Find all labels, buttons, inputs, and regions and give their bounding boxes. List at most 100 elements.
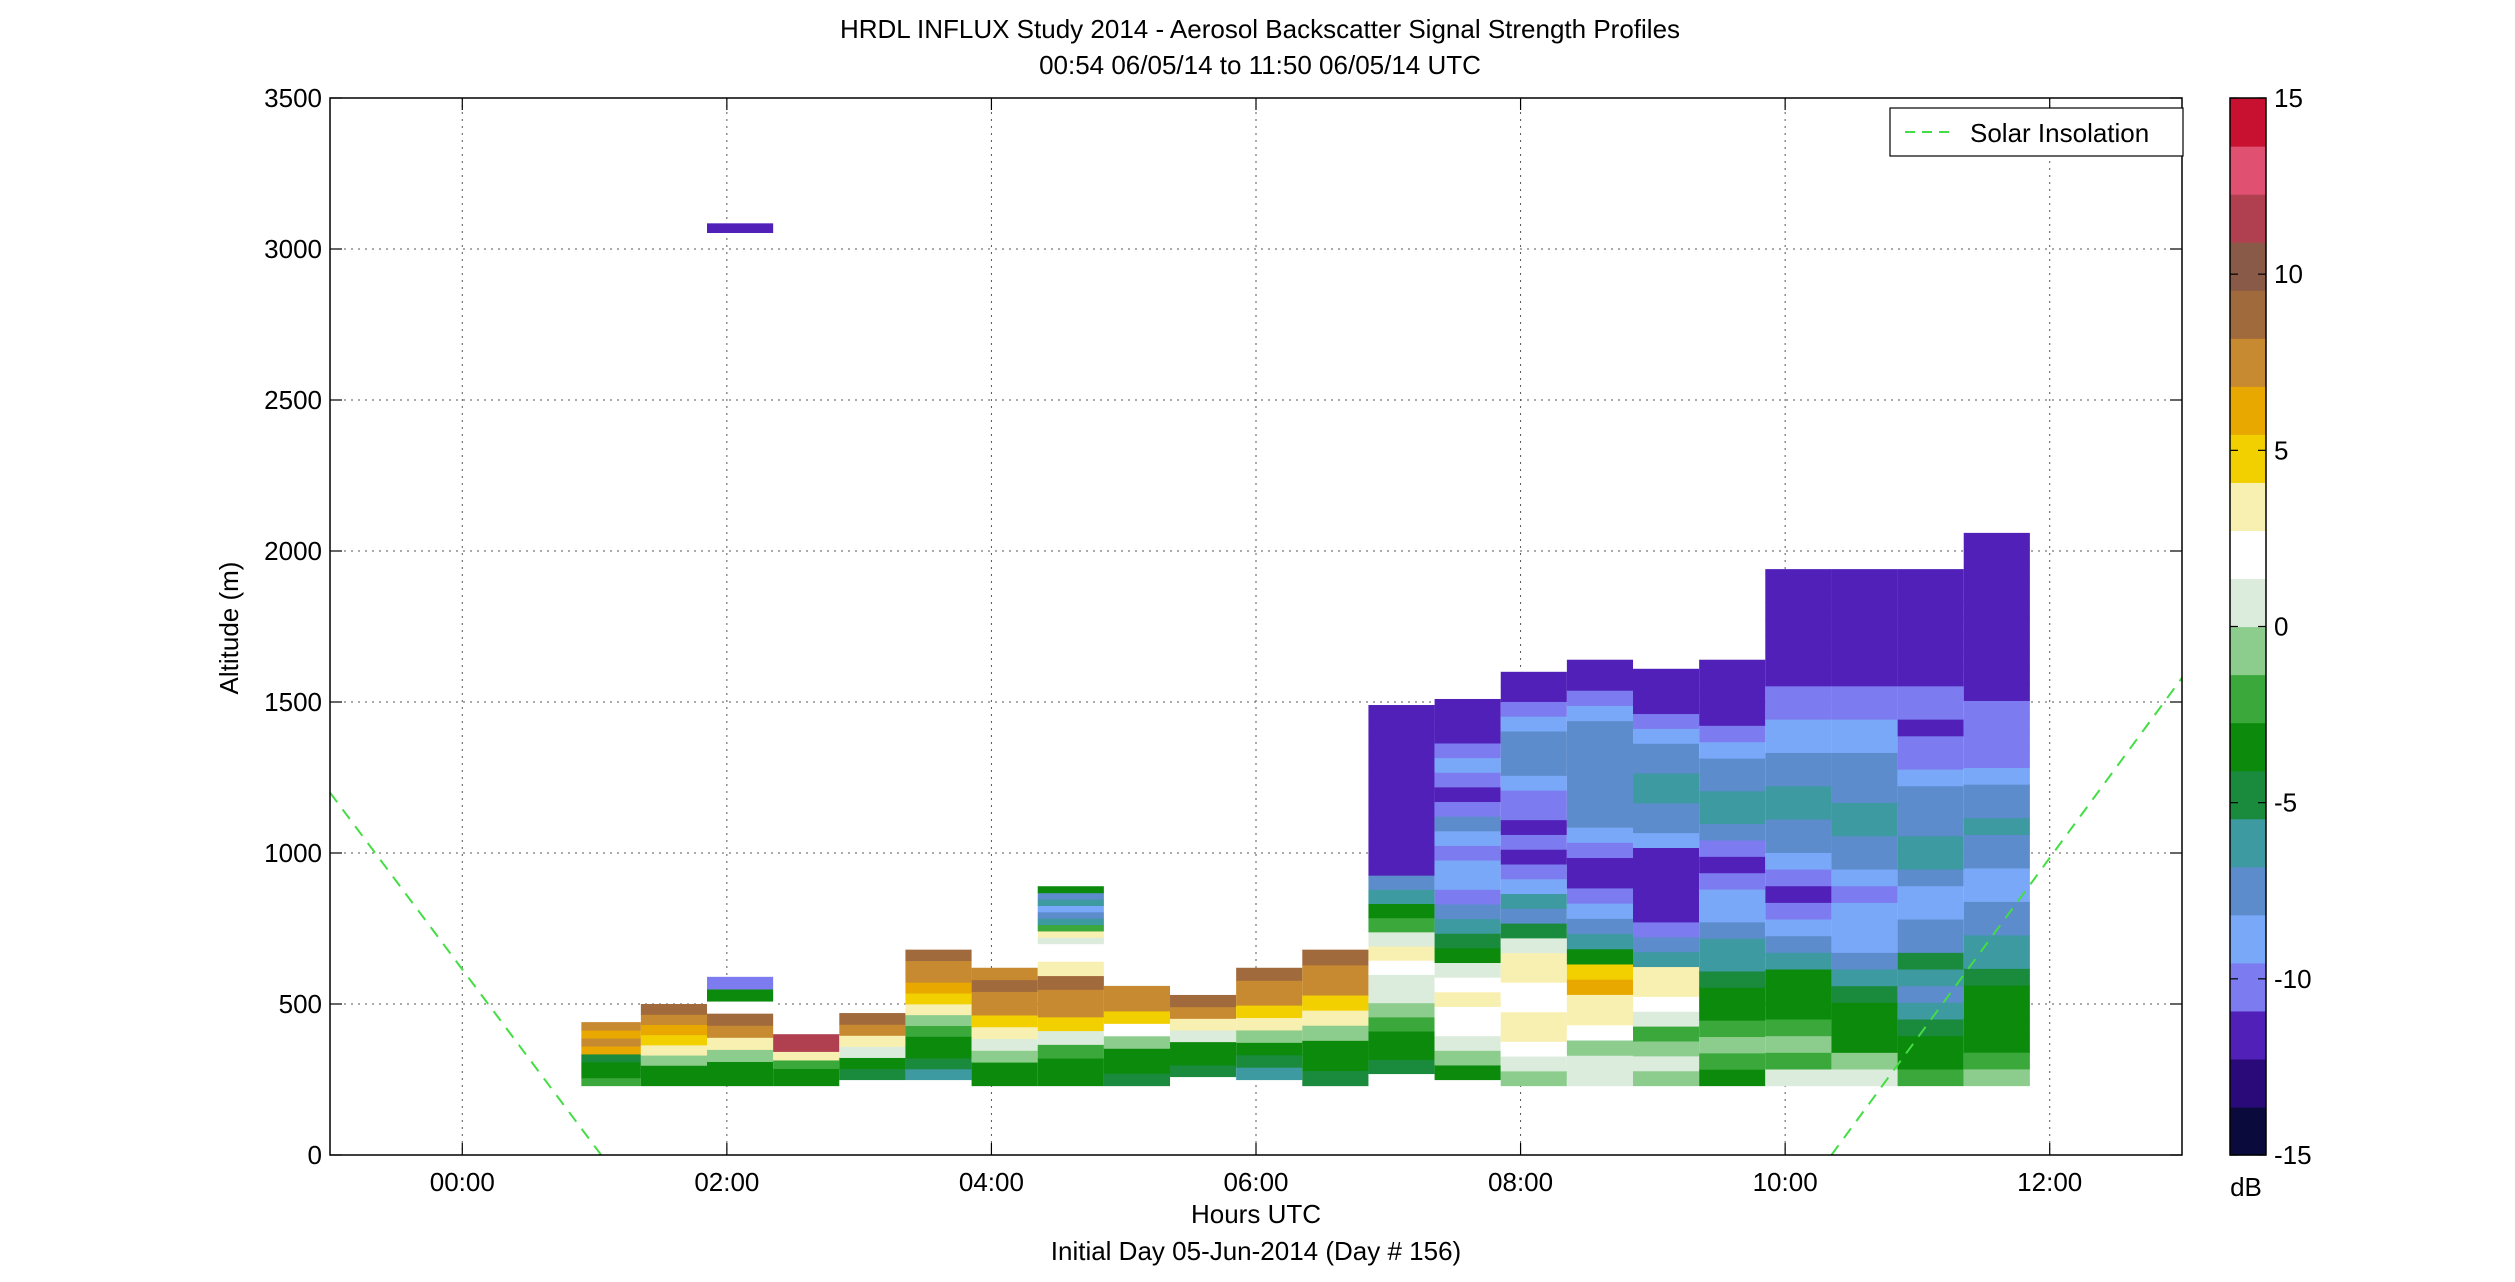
heatmap-cell	[1831, 852, 1898, 870]
colorbar-tick-label: 0	[2274, 612, 2288, 642]
y-tick-label: 0	[308, 1140, 322, 1170]
x-tick-label: 06:00	[1223, 1167, 1288, 1197]
heatmap-cell	[1897, 868, 1964, 887]
legend[interactable]: Solar Insolation	[1889, 107, 2184, 157]
heatmap-cell	[707, 1000, 774, 1014]
heatmap-cell	[1170, 1006, 1237, 1019]
heatmap-cell	[1897, 852, 1964, 870]
heatmap-cell	[1500, 908, 1567, 924]
heatmap-cell	[839, 1024, 906, 1036]
heatmap-cell	[1037, 1030, 1104, 1045]
heatmap-cell	[1963, 733, 2030, 752]
heatmap-cell	[1831, 585, 1898, 604]
heatmap-cell	[1633, 921, 1700, 938]
y-tick-label: 3500	[264, 83, 322, 113]
heatmap-cell	[1963, 650, 2030, 668]
colorbar-swatch	[2230, 1058, 2266, 1108]
heatmap-cell	[1633, 981, 1700, 997]
heatmap-cell	[1963, 1035, 2030, 1053]
heatmap-cell	[1765, 1052, 1832, 1070]
y-tick-label: 2500	[264, 385, 322, 415]
heatmap-cell	[1170, 1041, 1237, 1054]
heatmap-cell	[1963, 867, 2030, 886]
heatmap-cell	[1897, 885, 1964, 903]
heatmap-cell	[773, 1059, 840, 1070]
heatmap-cell	[1500, 819, 1567, 835]
heatmap-cell	[1897, 902, 1964, 920]
heatmap-cell	[1633, 802, 1700, 819]
heatmap-cell	[971, 1050, 1038, 1063]
colorbar-swatch	[2230, 818, 2266, 868]
heatmap-cell	[1633, 966, 1700, 982]
heatmap-cell	[1037, 961, 1104, 977]
heatmap-cell	[1633, 787, 1700, 804]
heatmap-cell	[1699, 1003, 1766, 1021]
heatmap-cell	[1963, 951, 2030, 969]
heatmap-cell	[1368, 960, 1435, 975]
heatmap-cell	[1963, 666, 2030, 685]
heatmap-cell	[1037, 975, 1104, 990]
heatmap-cell	[1368, 733, 1435, 749]
x-tick-label: 08:00	[1488, 1167, 1553, 1197]
heatmap-cell	[1302, 1040, 1369, 1056]
heatmap-cell	[1699, 774, 1766, 792]
colorbar-swatch	[2230, 722, 2266, 772]
heatmap-cell	[1963, 851, 2030, 869]
colorbar-tick-label: -10	[2274, 964, 2312, 994]
heatmap-cell	[1633, 728, 1700, 744]
heatmap-cell	[1699, 757, 1766, 775]
x-tick-label: 12:00	[2017, 1167, 2082, 1197]
heatmap-cell	[1765, 918, 1832, 937]
heatmap-cell	[1103, 1010, 1171, 1024]
heatmap-cell	[640, 1065, 708, 1076]
heatmap-cell	[1765, 819, 1832, 837]
heatmap-cell	[1500, 671, 1567, 688]
heatmap-cell	[971, 991, 1038, 1004]
heatmap-cell	[1765, 685, 1832, 703]
heatmap-cell	[581, 1037, 641, 1047]
heatmap-cell	[1633, 743, 1700, 759]
heatmap-cell	[1633, 877, 1700, 893]
heatmap-cell	[1500, 967, 1567, 983]
heatmap-cell	[707, 1013, 774, 1026]
heatmap-cell	[1037, 1044, 1104, 1059]
heatmap-cell	[1831, 752, 1898, 770]
heatmap-cell	[1765, 702, 1832, 720]
heatmap-cell	[1434, 1064, 1501, 1081]
heatmap-cell	[1236, 967, 1303, 981]
heatmap-cell	[1897, 702, 1964, 720]
heatmap-cell	[1500, 1041, 1567, 1057]
heatmap-cell	[1368, 790, 1435, 805]
heatmap-cell	[1434, 845, 1501, 861]
heatmap-cell	[1831, 935, 1898, 953]
heatmap-cell	[1103, 1048, 1171, 1062]
heatmap-cell	[1831, 769, 1898, 787]
heatmap-cell	[1963, 532, 2030, 551]
heatmap-cell	[1897, 835, 1964, 853]
heatmap-cell	[640, 1054, 708, 1066]
heatmap-cell	[1236, 1042, 1303, 1056]
heatmap-cell	[1434, 1020, 1501, 1037]
colorbar-swatch	[2230, 770, 2266, 820]
heatmap-cell	[1368, 1030, 1435, 1046]
heatmap-cell	[1368, 846, 1435, 862]
heatmap-cell	[1434, 859, 1501, 876]
heatmap-cell	[1897, 685, 1964, 703]
heatmap-cell	[1500, 996, 1567, 1013]
heatmap-cell	[1566, 674, 1634, 691]
heatmap-cell	[773, 1042, 840, 1052]
heatmap-cell	[1368, 1045, 1435, 1060]
heatmap-cell	[1963, 884, 2030, 902]
heatmap-cell	[1765, 985, 1832, 1003]
heatmap-cell	[1434, 713, 1501, 729]
colorbar-tick-label: 5	[2274, 435, 2288, 465]
heatmap-cell	[707, 1061, 774, 1075]
heatmap-cell	[1566, 827, 1634, 843]
heatmap-cell	[707, 223, 774, 233]
heatmap-cell	[1566, 705, 1634, 722]
heatmap-cell	[1765, 902, 1832, 920]
heatmap-cell	[1633, 892, 1700, 908]
heatmap-cell	[1368, 931, 1435, 947]
colorbar-swatch	[2230, 434, 2266, 483]
heatmap-cell	[1566, 796, 1634, 813]
